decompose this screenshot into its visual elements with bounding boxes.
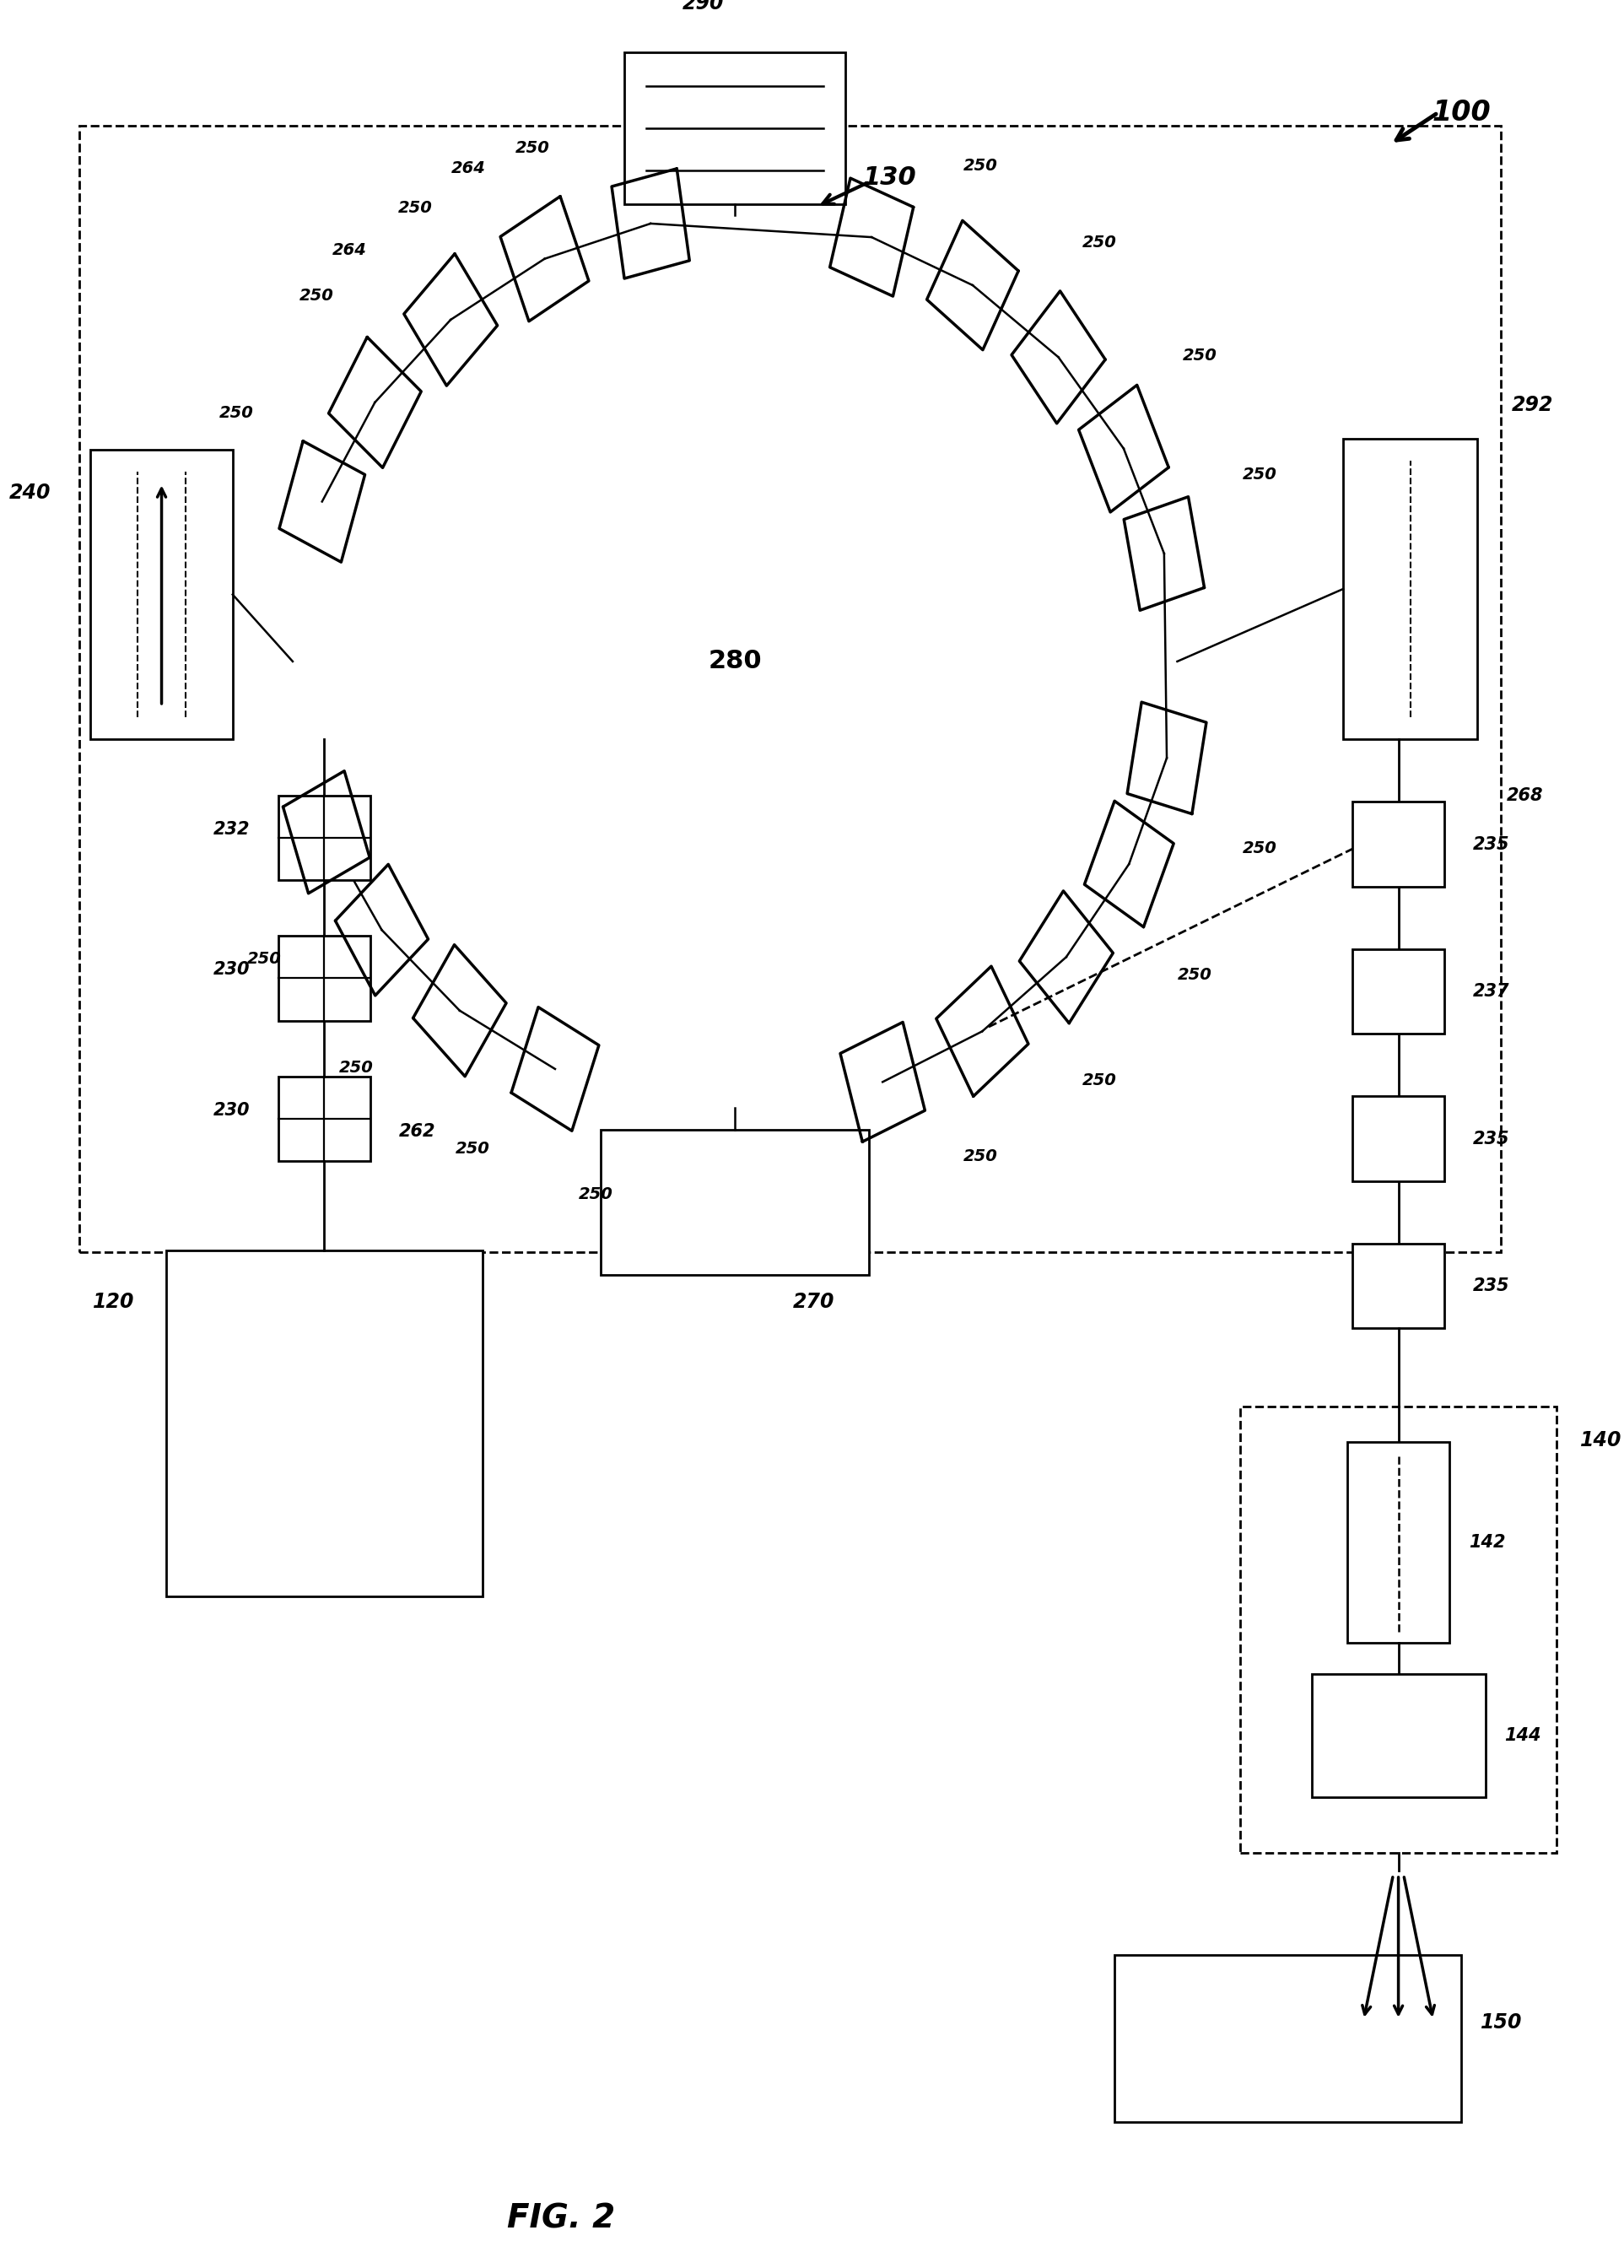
Bar <box>1241 1406 1556 1853</box>
Text: 100: 100 <box>1432 100 1491 127</box>
Text: 250: 250 <box>1242 841 1276 857</box>
Text: 250: 250 <box>247 950 283 966</box>
Bar <box>1346 1442 1450 1642</box>
Text: 250: 250 <box>455 1141 490 1157</box>
Text: 150: 150 <box>1479 2012 1522 2032</box>
Text: 250: 250 <box>963 159 997 175</box>
Text: FIG. 2: FIG. 2 <box>507 2202 615 2234</box>
Text: 120: 120 <box>93 1293 135 1313</box>
Bar <box>1312 1674 1486 1796</box>
Text: 270: 270 <box>793 1290 835 1311</box>
Bar <box>278 796 370 880</box>
Text: 144: 144 <box>1504 1726 1541 1744</box>
Bar <box>1353 1095 1444 1182</box>
Bar <box>1353 803 1444 887</box>
Bar <box>80 127 1501 1252</box>
Text: 250: 250 <box>299 288 333 304</box>
Text: 140: 140 <box>1580 1429 1622 1449</box>
Bar <box>278 1077 370 1161</box>
Bar <box>166 1250 482 1597</box>
Text: 230: 230 <box>213 1102 250 1118</box>
Text: 250: 250 <box>339 1059 374 1075</box>
Text: 250: 250 <box>398 200 434 215</box>
Text: 264: 264 <box>333 243 367 259</box>
Text: 142: 142 <box>1468 1533 1505 1551</box>
Text: 262: 262 <box>398 1123 435 1141</box>
Text: 250: 250 <box>516 141 551 156</box>
Text: 250: 250 <box>580 1186 614 1202</box>
Text: 250: 250 <box>219 406 253 422</box>
Bar <box>624 52 846 204</box>
Text: 237: 237 <box>1473 982 1509 1000</box>
Text: 264: 264 <box>451 161 486 177</box>
Text: 240: 240 <box>10 483 50 503</box>
Bar <box>278 937 370 1021</box>
Text: 235: 235 <box>1473 837 1509 853</box>
Text: 290: 290 <box>682 0 724 14</box>
Text: 268: 268 <box>1507 787 1543 803</box>
Text: 235: 235 <box>1473 1277 1509 1295</box>
Text: 250: 250 <box>1242 467 1276 483</box>
Bar <box>1343 438 1478 739</box>
Text: 250: 250 <box>1182 347 1218 363</box>
Bar <box>601 1129 869 1275</box>
Text: 250: 250 <box>1082 1073 1117 1089</box>
Bar <box>1353 950 1444 1034</box>
Text: 292: 292 <box>1512 395 1554 415</box>
Bar <box>1114 1955 1462 2123</box>
Text: 250: 250 <box>1082 236 1117 252</box>
Text: 235: 235 <box>1473 1129 1509 1148</box>
Text: 250: 250 <box>963 1148 997 1166</box>
Bar <box>1353 1243 1444 1329</box>
Text: 232: 232 <box>213 821 250 837</box>
Text: 250: 250 <box>1177 966 1212 982</box>
Bar <box>91 449 232 739</box>
Text: 130: 130 <box>862 166 916 191</box>
Text: 280: 280 <box>708 649 762 674</box>
Text: 230: 230 <box>213 962 250 978</box>
